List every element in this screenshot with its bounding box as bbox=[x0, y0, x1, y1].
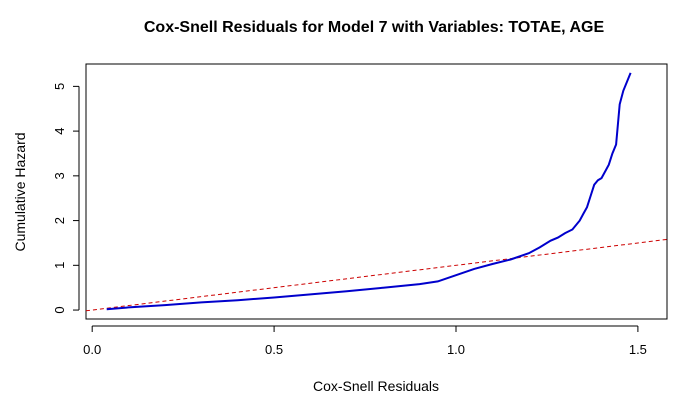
y-tick-label: 0 bbox=[52, 306, 67, 313]
y-tick-label: 3 bbox=[52, 172, 67, 179]
y-tick-label: 2 bbox=[52, 217, 67, 224]
x-axis-label: Cox-Snell Residuals bbox=[313, 378, 439, 394]
x-axis: 0.0 0.5 1.0 1.5 bbox=[83, 325, 647, 357]
y-tick-label: 1 bbox=[52, 262, 67, 269]
plot-area bbox=[86, 72, 667, 312]
plot-frame bbox=[85, 63, 668, 320]
x-tick-label: 1.0 bbox=[447, 342, 465, 357]
cumulative-hazard-line bbox=[106, 72, 632, 311]
reference-line bbox=[86, 238, 667, 312]
x-tick-label: 0.5 bbox=[265, 342, 283, 357]
y-axis-label: Cumulative Hazard bbox=[12, 132, 28, 251]
y-tick-label: 4 bbox=[52, 127, 67, 134]
y-axis: 0 1 2 3 4 5 bbox=[52, 83, 80, 314]
x-tick-label: 0.0 bbox=[83, 342, 101, 357]
chart-title: Cox-Snell Residuals for Model 7 with Var… bbox=[144, 19, 605, 36]
y-tick-label: 5 bbox=[52, 83, 67, 90]
x-tick-label: 1.5 bbox=[629, 342, 647, 357]
